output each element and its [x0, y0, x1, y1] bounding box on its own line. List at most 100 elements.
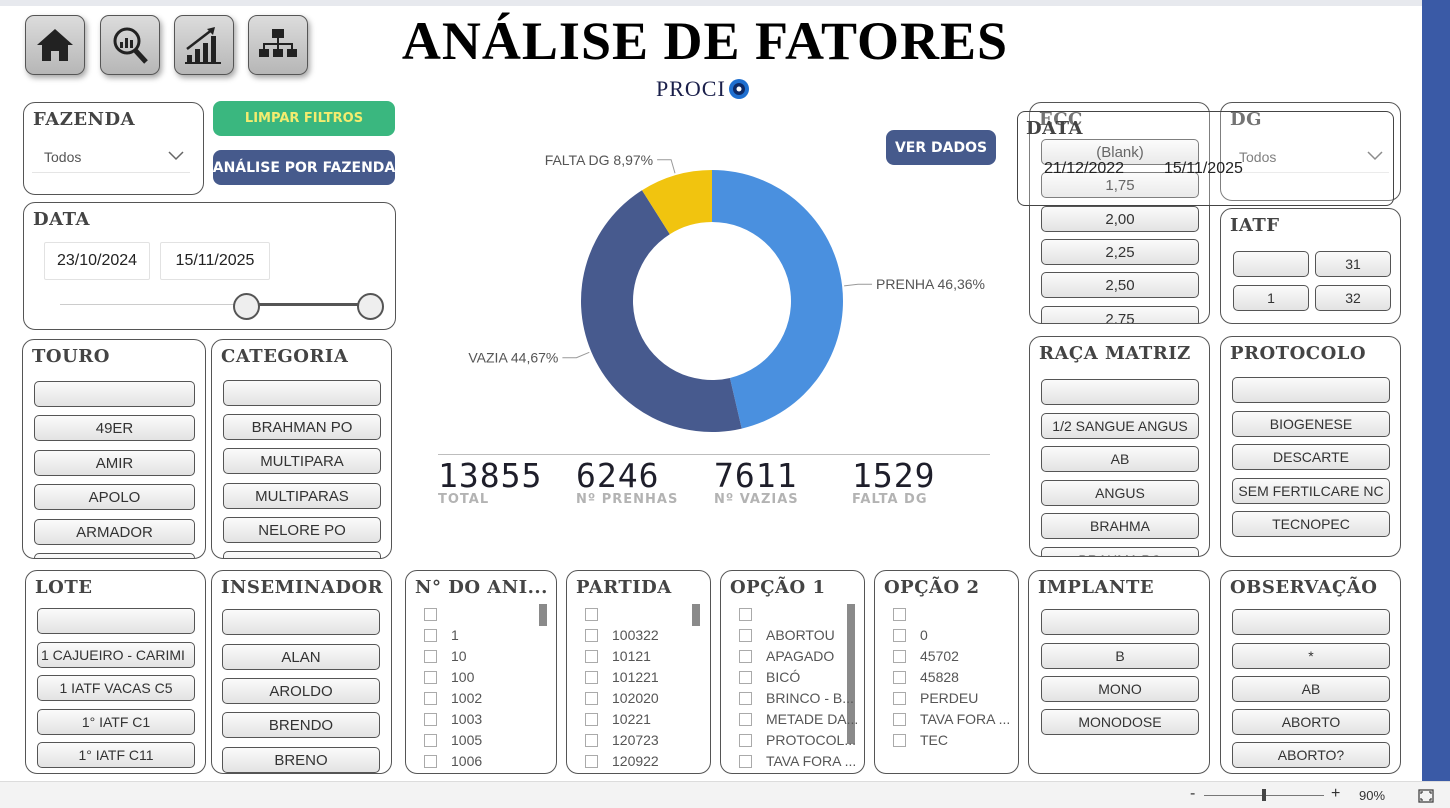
opcao2-option[interactable]: PERDEU [893, 688, 978, 708]
opcao2-option[interactable] [893, 604, 920, 624]
checkbox[interactable] [739, 712, 752, 726]
inseminador-item[interactable]: BRENDO [222, 712, 380, 738]
clear-filters-button[interactable]: LIMPAR FILTROS [213, 101, 395, 136]
lote-item[interactable]: 1 IATF VACAS C5 [37, 675, 195, 701]
checkbox[interactable] [739, 754, 752, 768]
protocolo-item[interactable] [1232, 377, 1390, 403]
zoom-slider-thumb[interactable] [1262, 789, 1266, 801]
overlay-start-date[interactable]: 21/12/2022 [1044, 160, 1125, 177]
ecc-item[interactable]: 1,75 [1041, 172, 1199, 198]
touro-item[interactable]: AMIR [34, 450, 195, 476]
lote-item[interactable]: 1 CAJUEIRO - CARIMI [37, 642, 195, 668]
inseminador-item[interactable]: BRENO [222, 747, 380, 773]
inseminador-item[interactable] [222, 609, 380, 635]
checkbox[interactable] [585, 628, 598, 642]
ecc-item-partial[interactable]: 2,75 [1041, 306, 1199, 323]
checkbox[interactable] [424, 733, 437, 747]
opcao1-option[interactable] [739, 604, 766, 624]
categoria-item[interactable]: BRAHMAN PO [223, 414, 381, 440]
n-animal-scrollbar[interactable] [539, 604, 547, 626]
observacao-item[interactable] [1232, 609, 1390, 635]
n-animal-option[interactable]: 1006 [424, 751, 482, 771]
checkbox[interactable] [893, 691, 906, 705]
ecc-item[interactable]: 2,50 [1041, 272, 1199, 298]
n-animal-option[interactable]: 10 [424, 646, 467, 666]
ecc-item[interactable]: 2,25 [1041, 239, 1199, 265]
partida-option[interactable]: 102020 [585, 688, 659, 708]
protocolo-item[interactable]: TECNOPEC [1232, 511, 1390, 537]
partida-option[interactable]: 120922 [585, 751, 659, 771]
end-date-input[interactable]: 15/11/2025 [160, 242, 270, 280]
opcao2-option[interactable]: 45828 [893, 667, 959, 687]
slider-end-handle[interactable] [357, 293, 384, 320]
checkbox[interactable] [893, 712, 906, 726]
opcao1-option[interactable]: BICÓ [739, 667, 800, 687]
n-animal-option[interactable]: 1005 [424, 730, 482, 750]
touro-item[interactable]: APOLO [34, 484, 195, 510]
date-range-slider[interactable] [60, 293, 384, 320]
n-animal-option[interactable] [424, 604, 451, 624]
inseminador-item[interactable]: AROLDO [222, 678, 380, 704]
checkbox[interactable] [739, 670, 752, 684]
n-animal-option[interactable]: 1003 [424, 709, 482, 729]
touro-item[interactable]: 49ER [34, 415, 195, 441]
n-animal-option[interactable]: 1002 [424, 688, 482, 708]
opcao2-option[interactable]: 45702 [893, 646, 959, 666]
partida-option[interactable]: 10121 [585, 646, 651, 666]
opcao1-option[interactable]: METADE DA... [739, 709, 858, 729]
slice-falta-dg[interactable] [642, 170, 712, 235]
slice-prenha[interactable] [712, 170, 843, 429]
partida-option[interactable]: 101221 [585, 667, 659, 687]
observacao-item[interactable]: * [1232, 643, 1390, 669]
checkbox[interactable] [893, 607, 906, 621]
dg-dropdown[interactable]: Todos [1231, 141, 1389, 173]
zoom-in-button[interactable]: + [1331, 785, 1341, 802]
checkbox[interactable] [585, 649, 598, 663]
categoria-item[interactable] [223, 380, 381, 406]
checkbox[interactable] [739, 628, 752, 642]
lote-item[interactable]: 1° IATF C1 [37, 709, 195, 735]
lote-item[interactable] [37, 608, 195, 634]
iatf-item[interactable]: 1 [1233, 285, 1309, 311]
start-date-input[interactable]: 23/10/2024 [44, 242, 150, 280]
view-data-button[interactable]: VER DADOS [886, 130, 996, 165]
iatf-item[interactable]: 32 [1315, 285, 1391, 311]
partida-option[interactable]: 100322 [585, 625, 659, 645]
checkbox[interactable] [739, 649, 752, 663]
protocolo-item[interactable]: SEM FERTILCARE NC [1232, 478, 1390, 504]
n-animal-option[interactable]: 100 [424, 667, 474, 687]
fit-to-page-icon[interactable] [1418, 789, 1434, 803]
touro-item[interactable] [34, 381, 195, 407]
implante-item[interactable]: B [1041, 643, 1199, 669]
protocolo-item[interactable]: DESCARTE [1232, 444, 1390, 470]
lote-item[interactable]: 1° IATF C11 [37, 742, 195, 768]
opcao2-option[interactable]: TAVA FORA ... [893, 709, 1010, 729]
nav-home-button[interactable] [25, 15, 85, 75]
fazenda-dropdown[interactable]: Todos [32, 141, 190, 173]
opcao1-option[interactable]: APAGADO [739, 646, 834, 666]
categoria-item[interactable]: NELORE PO [223, 517, 381, 543]
partida-option[interactable]: 10221 [585, 709, 651, 729]
checkbox[interactable] [585, 754, 598, 768]
checkbox[interactable] [424, 628, 437, 642]
checkbox[interactable] [424, 691, 437, 705]
raca-item[interactable]: 1/2 SANGUE ANGUS [1041, 413, 1199, 439]
slider-start-handle[interactable] [233, 293, 260, 320]
checkbox[interactable] [424, 712, 437, 726]
opcao1-option[interactable]: PROTOCOL... [739, 730, 856, 750]
partida-scrollbar[interactable] [692, 604, 700, 626]
protocolo-item[interactable]: BIOGENESE [1232, 411, 1390, 437]
checkbox[interactable] [585, 712, 598, 726]
checkbox[interactable] [585, 670, 598, 684]
n-animal-option[interactable]: 1 [424, 625, 459, 645]
iatf-item[interactable] [1233, 251, 1309, 277]
categoria-item[interactable]: MULTIPARA [223, 448, 381, 474]
checkbox[interactable] [893, 733, 906, 747]
checkbox[interactable] [893, 670, 906, 684]
nav-org-button[interactable] [248, 15, 308, 75]
opcao2-option[interactable]: TEC [893, 730, 948, 750]
nav-analytics-button[interactable] [100, 15, 160, 75]
opcao1-scrollbar[interactable] [847, 604, 855, 744]
raca-item[interactable]: AB [1041, 446, 1199, 472]
checkbox[interactable] [739, 733, 752, 747]
